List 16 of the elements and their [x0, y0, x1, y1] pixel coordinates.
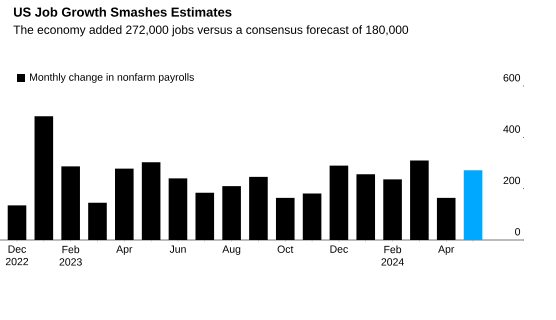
x-tick-label: Dec 2022: [6, 246, 28, 266]
chart-subtitle: The economy added 272,000 jobs versus a consensus forecast of 180,000: [13, 25, 408, 36]
x-tick-label: Jun: [170, 246, 186, 253]
y-tick-label: 600: [504, 74, 520, 82]
y-tick-label: 200: [504, 176, 520, 184]
chart-title: US Job Growth Smashes Estimates: [14, 7, 232, 17]
x-tick-label: Dec: [330, 246, 348, 253]
y-tick-label: 400: [503, 125, 520, 133]
x-tick-label: Aug: [222, 246, 240, 255]
legend-label: Monthly change in nonfarm payrolls: [30, 73, 194, 83]
x-tick-label: Apr: [438, 246, 454, 255]
x-tick-label: Apr: [116, 246, 132, 255]
y-tick-label: 0: [515, 228, 520, 236]
x-tick-label: Oct: [278, 246, 294, 253]
x-tick-label: Feb 2023: [60, 246, 82, 266]
x-tick-label: Feb 2024: [381, 246, 404, 266]
